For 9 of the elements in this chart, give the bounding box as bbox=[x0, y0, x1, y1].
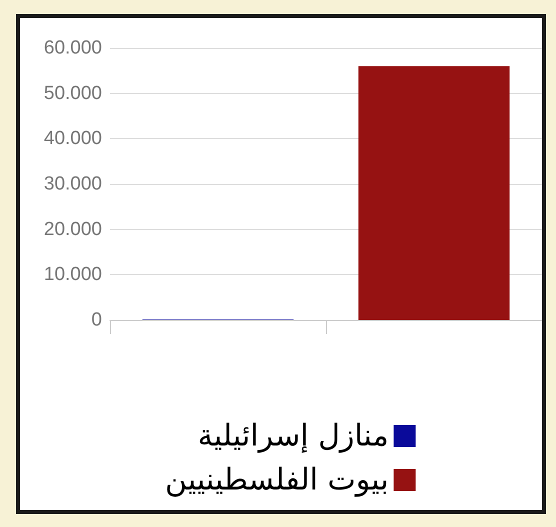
y-tick-label: 10.000 bbox=[44, 264, 102, 286]
legend-label: منازل إسرائيلية bbox=[198, 418, 389, 454]
y-tick-label: 40.000 bbox=[44, 128, 102, 150]
y-tick-label: 30.000 bbox=[44, 174, 102, 194]
legend-label: بيوت الفلسطينيين bbox=[164, 462, 389, 498]
y-tick-label: 0 bbox=[91, 310, 102, 330]
y-tick-label: 20.000 bbox=[44, 218, 102, 240]
y-tick-label: 60.000 bbox=[44, 38, 102, 58]
y-tick-label: 50.000 bbox=[44, 82, 102, 104]
